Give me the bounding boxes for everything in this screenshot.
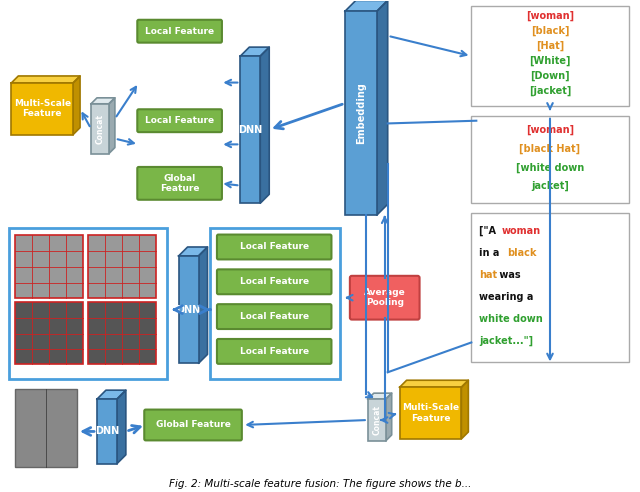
Bar: [15, 302, 83, 365]
Bar: [399, 387, 461, 439]
FancyBboxPatch shape: [217, 269, 332, 294]
Polygon shape: [377, 0, 388, 215]
Polygon shape: [461, 380, 468, 439]
FancyBboxPatch shape: [217, 304, 332, 329]
Polygon shape: [386, 393, 392, 441]
Bar: [211, 228, 340, 379]
Bar: [91, 104, 109, 154]
Polygon shape: [73, 76, 80, 135]
Bar: [15, 235, 83, 298]
Text: DNN: DNN: [177, 305, 201, 315]
Text: DNN: DNN: [95, 427, 119, 436]
Text: [Hat]: [Hat]: [536, 41, 564, 51]
Text: Multi-Scale
Feature: Multi-Scale Feature: [13, 99, 71, 119]
Text: ["A: ["A: [479, 226, 500, 236]
Bar: [179, 256, 198, 363]
Text: in a: in a: [479, 248, 503, 258]
Text: Local Feature: Local Feature: [145, 27, 214, 36]
Bar: [471, 116, 628, 203]
Bar: [241, 56, 260, 203]
FancyBboxPatch shape: [138, 109, 222, 132]
Text: jacket]: jacket]: [531, 181, 569, 191]
FancyBboxPatch shape: [217, 339, 332, 364]
Text: jacket..."]: jacket..."]: [479, 336, 533, 345]
Polygon shape: [241, 47, 269, 56]
Bar: [471, 6, 628, 106]
Text: DNN: DNN: [238, 124, 262, 135]
Polygon shape: [97, 390, 126, 399]
Bar: [12, 83, 73, 135]
Text: wearing a: wearing a: [479, 292, 534, 302]
Polygon shape: [179, 247, 207, 256]
Polygon shape: [12, 76, 80, 83]
FancyBboxPatch shape: [217, 235, 332, 259]
Text: Fig. 2: Multi-scale feature fusion: The figure shows the b...: Fig. 2: Multi-scale feature fusion: The …: [169, 479, 471, 489]
Text: white down: white down: [479, 313, 543, 324]
Polygon shape: [345, 0, 388, 11]
Text: [woman]: [woman]: [526, 124, 574, 135]
Text: [white down: [white down: [516, 162, 584, 173]
Bar: [345, 11, 377, 215]
Polygon shape: [368, 393, 392, 399]
Polygon shape: [109, 98, 115, 154]
Text: Local Feature: Local Feature: [145, 116, 214, 125]
Text: Embedding: Embedding: [356, 82, 366, 144]
Polygon shape: [260, 47, 269, 203]
Bar: [88, 235, 156, 298]
FancyBboxPatch shape: [138, 167, 222, 200]
Text: [jacket]: [jacket]: [529, 86, 571, 96]
Text: hat: hat: [479, 270, 497, 280]
Text: [Down]: [Down]: [530, 71, 570, 81]
Text: Average
Pooling: Average Pooling: [364, 288, 406, 308]
Text: Local Feature: Local Feature: [239, 347, 308, 356]
Bar: [97, 399, 117, 464]
Text: Global Feature: Global Feature: [156, 421, 230, 430]
Text: Concat: Concat: [95, 114, 104, 144]
Text: woman: woman: [501, 226, 540, 236]
Text: Local Feature: Local Feature: [239, 312, 308, 321]
Polygon shape: [399, 380, 468, 387]
Text: Local Feature: Local Feature: [239, 243, 308, 251]
Bar: [471, 213, 628, 362]
Text: [woman]: [woman]: [526, 11, 574, 22]
Text: Concat: Concat: [372, 405, 381, 435]
Text: Global
Feature: Global Feature: [160, 174, 200, 193]
Bar: [15, 389, 77, 467]
Polygon shape: [198, 247, 207, 363]
FancyBboxPatch shape: [350, 276, 420, 320]
Bar: [10, 228, 166, 379]
Polygon shape: [117, 390, 126, 464]
Text: was: was: [496, 270, 520, 280]
Text: [White]: [White]: [529, 56, 571, 66]
Polygon shape: [91, 98, 115, 104]
Text: black: black: [507, 248, 536, 258]
FancyBboxPatch shape: [138, 20, 222, 43]
Text: [black]: [black]: [531, 26, 569, 36]
Bar: [88, 302, 156, 365]
Bar: [368, 399, 386, 441]
Text: Local Feature: Local Feature: [239, 277, 308, 286]
FancyBboxPatch shape: [144, 409, 242, 440]
Text: [black Hat]: [black Hat]: [520, 144, 580, 154]
Text: Multi-Scale
Feature: Multi-Scale Feature: [402, 403, 459, 423]
